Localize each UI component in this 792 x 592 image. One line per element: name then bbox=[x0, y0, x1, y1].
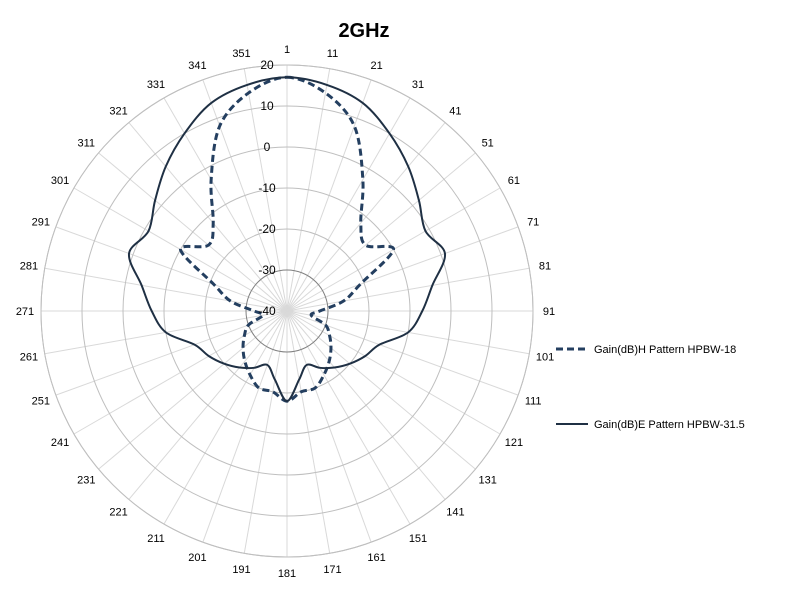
angle-tick-label: 281 bbox=[20, 261, 38, 273]
angle-tick-label: 131 bbox=[479, 474, 497, 486]
angle-tick-label: 171 bbox=[323, 564, 341, 576]
angle-tick-label: 111 bbox=[525, 396, 542, 408]
angle-tick-label: 91 bbox=[543, 306, 555, 318]
ring-tick-label: 20 bbox=[260, 58, 274, 72]
angle-tick-label: 341 bbox=[188, 60, 206, 72]
ring-tick-label: -30 bbox=[258, 263, 276, 277]
angle-tick-label: 161 bbox=[367, 552, 385, 564]
ring-tick-label: 10 bbox=[260, 99, 274, 113]
angle-tick-label: 301 bbox=[51, 175, 69, 187]
angle-tick-label: 291 bbox=[32, 216, 50, 228]
angle-tick-label: 221 bbox=[109, 507, 127, 519]
angle-tick-label: 321 bbox=[109, 105, 127, 117]
angle-tick-label: 71 bbox=[527, 216, 539, 228]
ring-tick-label: 0 bbox=[264, 140, 271, 154]
angle-tick-label: 81 bbox=[539, 261, 551, 273]
angle-tick-label: 231 bbox=[77, 474, 95, 486]
chart-title: 2GHz bbox=[338, 20, 389, 42]
angle-tick-label: 141 bbox=[446, 507, 464, 519]
angle-tick-label: 351 bbox=[232, 48, 250, 60]
angle-tick-label: 241 bbox=[51, 437, 69, 449]
angle-tick-label: 1 bbox=[284, 44, 290, 56]
angle-tick-label: 311 bbox=[78, 138, 96, 150]
angle-tick-label: 331 bbox=[147, 79, 165, 91]
angle-tick-label: 11 bbox=[327, 48, 338, 60]
angle-tick-label: 21 bbox=[370, 60, 382, 72]
angle-tick-label: 261 bbox=[20, 352, 38, 364]
angle-tick-label: 31 bbox=[412, 79, 424, 91]
angle-tick-label: 201 bbox=[188, 552, 206, 564]
angle-tick-label: 121 bbox=[505, 437, 523, 449]
angle-tick-label: 191 bbox=[232, 564, 250, 576]
angle-tick-label: 211 bbox=[147, 533, 165, 545]
angle-tick-label: 101 bbox=[536, 352, 554, 364]
legend-label: Gain(dB)H Pattern HPBW-18 bbox=[594, 344, 736, 356]
angle-tick-label: 41 bbox=[449, 105, 461, 117]
angle-tick-label: 151 bbox=[409, 533, 427, 545]
legend-label: Gain(dB)E Pattern HPBW-31.5 bbox=[594, 419, 745, 431]
angle-tick-label: 271 bbox=[16, 306, 34, 318]
angle-tick-label: 251 bbox=[32, 396, 50, 408]
ring-tick-label: -10 bbox=[258, 181, 276, 195]
angle-tick-label: 61 bbox=[508, 175, 520, 187]
ring-tick-label: -20 bbox=[258, 222, 276, 236]
ring-tick-label: -40 bbox=[258, 304, 276, 318]
angle-tick-label: 51 bbox=[482, 138, 494, 150]
angle-tick-label: 181 bbox=[278, 568, 296, 580]
